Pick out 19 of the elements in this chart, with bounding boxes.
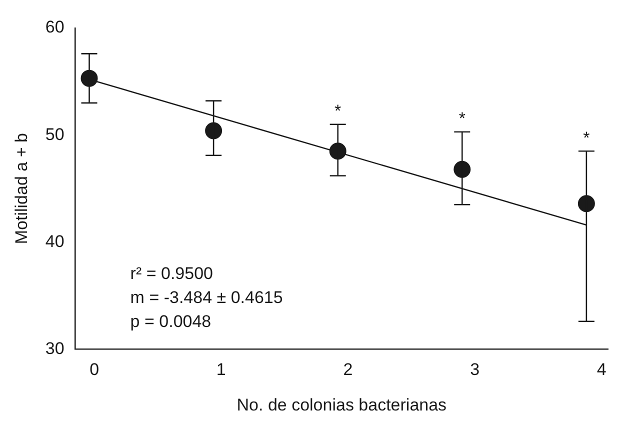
annotation: * [334, 102, 342, 121]
annotation: m = -3.484 ± 0.4615 [130, 288, 283, 308]
x-tick-label: 0 [90, 360, 100, 380]
x-tick-label: 4 [596, 360, 606, 380]
x-tick-label: 2 [343, 360, 353, 380]
x-tick-label: 3 [470, 360, 480, 380]
point [205, 122, 222, 140]
y-tick-label: 60 [45, 18, 64, 37]
point [578, 195, 595, 212]
y-tick-label: 50 [45, 124, 64, 144]
y-axis-title: Motilidad a + b [12, 133, 31, 244]
y-tick-label: 40 [45, 232, 64, 251]
y-tick-label: 30 [45, 338, 64, 358]
annotation: * [458, 109, 466, 128]
annotation: r² = 0.9500 [130, 264, 214, 284]
annotation: * [583, 128, 590, 148]
x-tick-label: 1 [216, 360, 226, 380]
x-axis-title: No. de colonias bacterianas [236, 395, 447, 414]
annotation: p = 0.0048 [130, 312, 212, 332]
